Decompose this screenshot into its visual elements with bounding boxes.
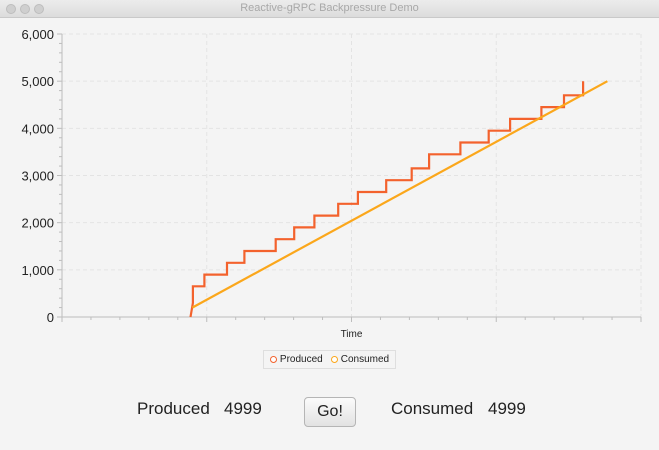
window-titlebar: Reactive-gRPC Backpressure Demo bbox=[0, 0, 659, 18]
y-tick-label: 2,000 bbox=[21, 216, 54, 231]
close-window-button[interactable] bbox=[6, 4, 16, 14]
control-bar: Produced 4999 Go! Consumed 4999 bbox=[0, 397, 659, 427]
x-axis-label: Time bbox=[341, 329, 363, 340]
produced-count: 4999 bbox=[224, 399, 262, 418]
consumed-marker-icon bbox=[330, 356, 338, 363]
legend-box: Produced Consumed bbox=[262, 350, 397, 369]
legend-label-consumed: Consumed bbox=[340, 354, 390, 365]
consumed-label: Consumed bbox=[391, 399, 474, 418]
zoom-window-button[interactable] bbox=[34, 4, 44, 14]
produced-marker-icon bbox=[269, 356, 277, 363]
minimize-window-button[interactable] bbox=[20, 4, 30, 14]
series-line-consumed bbox=[191, 80, 608, 309]
y-tick-label: 6,000 bbox=[21, 27, 54, 42]
chart-legend: Produced Consumed bbox=[0, 350, 659, 369]
line-chart: 0 1,000 2,000 3,000 4,000 5,000 6,000 Time bbox=[21, 27, 642, 340]
go-button[interactable]: Go! bbox=[304, 397, 356, 427]
legend-label-produced: Produced bbox=[279, 354, 323, 365]
legend-entry-consumed: Consumed bbox=[330, 354, 390, 365]
y-tick-label: 1,000 bbox=[21, 263, 54, 278]
produced-label: Produced bbox=[137, 399, 210, 418]
y-tick-label: 0 bbox=[47, 310, 54, 325]
y-tick-label: 3,000 bbox=[21, 169, 54, 184]
y-tick-label: 5,000 bbox=[21, 74, 54, 89]
legend-entry-produced: Produced bbox=[269, 354, 323, 365]
y-tick-label: 4,000 bbox=[21, 121, 54, 136]
window-title: Reactive-gRPC Backpressure Demo bbox=[240, 2, 419, 14]
series-line-produced bbox=[189, 81, 585, 318]
consumed-count: 4999 bbox=[488, 399, 526, 418]
